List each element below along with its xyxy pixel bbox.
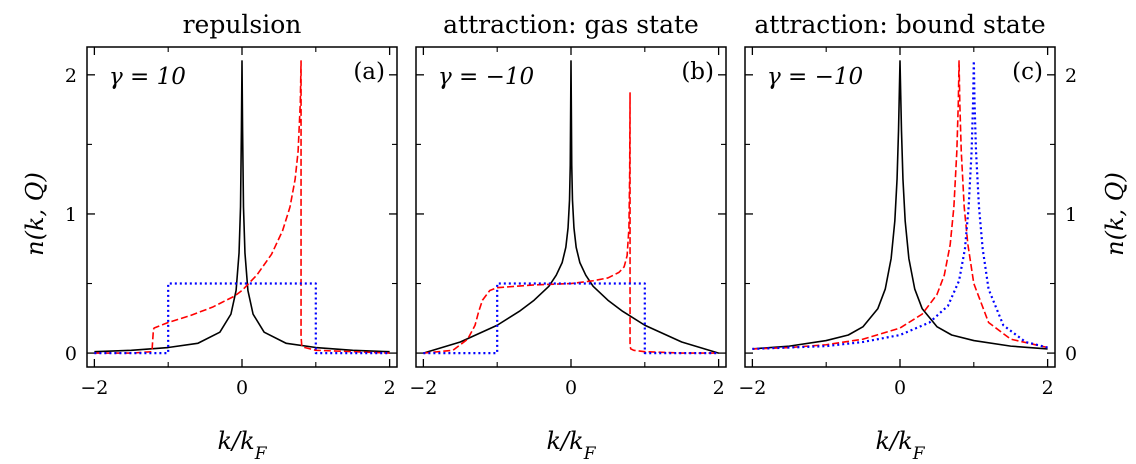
panel-title: repulsion <box>183 10 302 39</box>
x-tick-label: −2 <box>738 377 766 399</box>
panel-tag: (a) <box>353 59 385 85</box>
series-line-dotted <box>752 59 1048 351</box>
panel-b: −2 0 2 attraction: gas state (b) γ = −10 k/kF <box>409 10 727 464</box>
panel-title: attraction: bound state <box>754 10 1045 39</box>
y-tick-label: 2 <box>1065 65 1077 87</box>
gamma-annotation: γ = −10 <box>767 64 863 90</box>
series-line-solid <box>423 60 719 354</box>
series-line-dashed <box>752 60 1048 350</box>
series-line-dotted <box>94 282 390 355</box>
x-axis-label: k/kF <box>876 427 926 464</box>
series-line-solid <box>94 60 390 353</box>
panel-title: attraction: gas state <box>443 10 699 39</box>
x-axis-label: k/kF <box>218 427 268 464</box>
series-line-dotted <box>423 282 719 355</box>
panel-tag: (c) <box>1012 59 1043 85</box>
panel-tag: (b) <box>681 59 714 85</box>
x-tick-label: 2 <box>384 377 396 399</box>
series-line-solid <box>752 60 1048 350</box>
series-line-dashed <box>94 60 390 354</box>
x-tick-label: 2 <box>713 377 725 399</box>
series-group <box>94 60 390 355</box>
gamma-annotation: γ = 10 <box>109 64 186 90</box>
y-axis-label-right: n(k, Q) <box>1101 172 1129 256</box>
y-axis-label-left: n(k, Q) <box>21 172 49 256</box>
x-tick-label: 0 <box>894 377 906 399</box>
series-line-dashed <box>423 92 719 354</box>
x-tick-label: −2 <box>409 377 437 399</box>
y-tick-label: 0 <box>1065 343 1077 365</box>
y-tick-label: 2 <box>65 65 77 87</box>
y-tick-label: 0 <box>65 343 77 365</box>
series-group <box>423 60 719 355</box>
y-tick-label: 1 <box>1065 204 1077 226</box>
x-tick-label: 0 <box>236 377 248 399</box>
y-tick-label: 1 <box>65 204 77 226</box>
gamma-annotation: γ = −10 <box>438 64 534 90</box>
x-tick-label: 2 <box>1042 377 1054 399</box>
x-tick-label: −2 <box>80 377 108 399</box>
x-axis-label: k/kF <box>547 427 597 464</box>
x-tick-label: 0 <box>565 377 577 399</box>
series-group <box>752 59 1048 351</box>
